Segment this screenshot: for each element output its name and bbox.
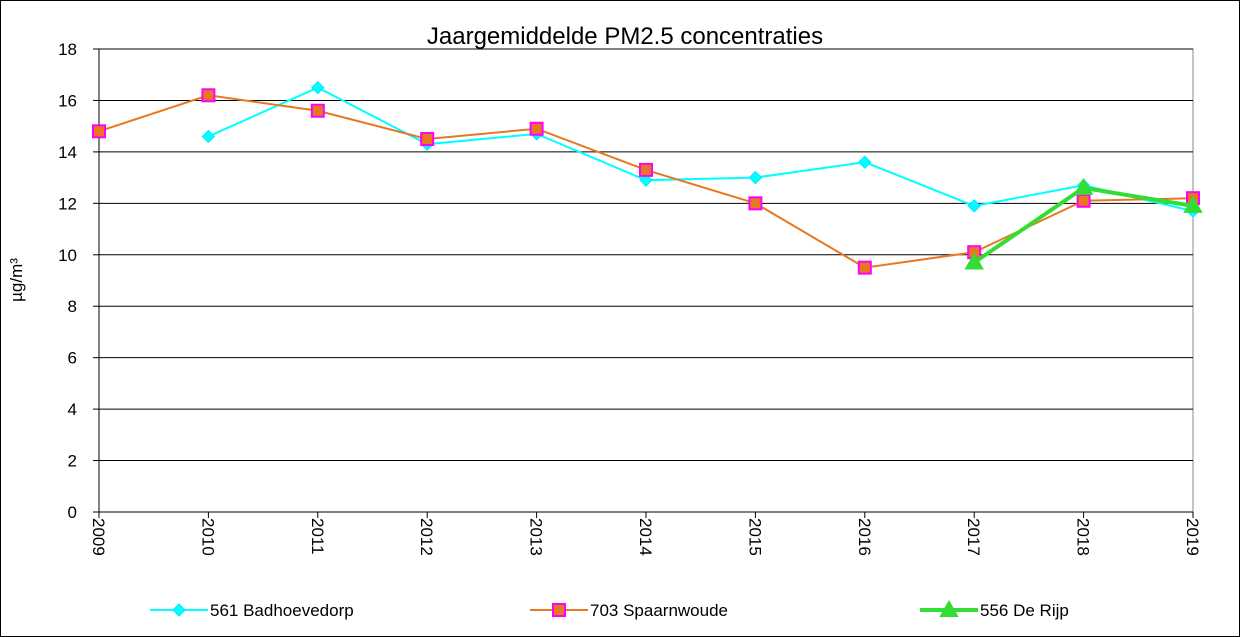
x-tick-label: 2010 (198, 518, 217, 556)
marker (201, 88, 216, 103)
x-tick-label: 2018 (1074, 518, 1093, 556)
series-line (207, 86, 1194, 213)
x-tick-label: 2011 (308, 518, 327, 555)
y-tick-label: 4 (68, 400, 77, 419)
marker (310, 103, 325, 118)
x-tick-label: 2017 (964, 518, 983, 556)
marker (1183, 195, 1203, 213)
y-tick-label: 8 (68, 297, 77, 316)
legend-label: 703 Spaarnwoude (590, 601, 728, 620)
y-tick-label: 12 (58, 194, 77, 213)
x-tick-label: 2016 (855, 518, 874, 556)
marker (529, 121, 544, 136)
marker (857, 260, 872, 275)
y-tick-label: 2 (68, 452, 77, 471)
y-tick-label: 14 (58, 143, 77, 162)
marker (1076, 193, 1091, 208)
marker (1073, 177, 1094, 195)
legend-label: 556 De Rijp (980, 601, 1069, 620)
marker (639, 173, 653, 187)
marker (92, 124, 106, 139)
x-tick-label: 2019 (1183, 518, 1202, 556)
marker (311, 80, 325, 95)
marker (420, 132, 435, 147)
marker (964, 252, 984, 270)
x-tick-label: 2009 (89, 518, 108, 556)
y-axis-label: µg/m³ (7, 258, 26, 302)
y-tick-label: 10 (58, 246, 77, 265)
marker (639, 162, 653, 177)
marker (748, 170, 763, 185)
x-tick-label: 2015 (745, 518, 764, 556)
marker (939, 599, 959, 617)
x-tick-label: 2014 (636, 518, 655, 556)
x-tick-label: 2013 (527, 518, 546, 556)
marker (201, 129, 216, 144)
marker (552, 603, 566, 617)
marker (858, 155, 872, 169)
legend-label: 561 Badhoevedorp (210, 601, 354, 620)
marker (967, 199, 981, 213)
marker (172, 603, 186, 617)
y-tick-label: 0 (68, 503, 77, 522)
y-tick-label: 6 (68, 349, 77, 368)
chart-title: Jaargemiddelde PM2.5 concentraties (427, 23, 823, 50)
marker (748, 196, 763, 211)
y-tick-label: 16 (58, 91, 77, 110)
x-tick-label: 2012 (417, 518, 436, 556)
y-tick-label: 18 (58, 40, 77, 59)
